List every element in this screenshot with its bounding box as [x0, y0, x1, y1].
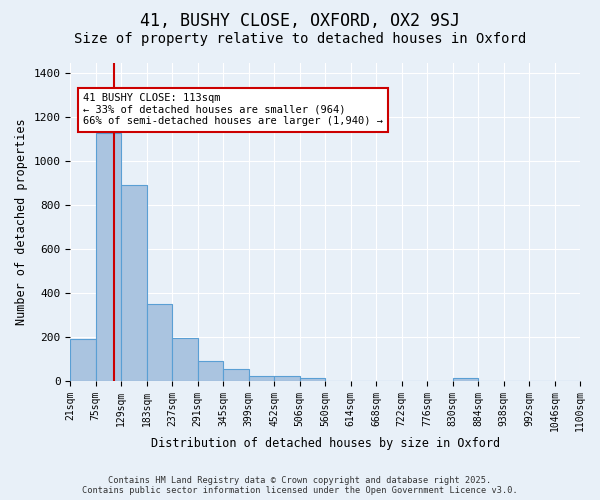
- Bar: [452, 378, 478, 380]
- Bar: [147, 304, 172, 380]
- Text: Contains HM Land Registry data © Crown copyright and database right 2025.
Contai: Contains HM Land Registry data © Crown c…: [82, 476, 518, 495]
- X-axis label: Distribution of detached houses by size in Oxford: Distribution of detached houses by size …: [151, 437, 500, 450]
- Bar: [70, 339, 96, 380]
- Bar: [223, 369, 248, 380]
- Bar: [248, 376, 274, 380]
- Bar: [198, 362, 223, 380]
- Text: Size of property relative to detached houses in Oxford: Size of property relative to detached ho…: [74, 32, 526, 46]
- Bar: [121, 186, 147, 380]
- Bar: [172, 338, 198, 380]
- Y-axis label: Number of detached properties: Number of detached properties: [15, 118, 28, 325]
- Bar: [274, 376, 299, 380]
- Text: 41, BUSHY CLOSE, OXFORD, OX2 9SJ: 41, BUSHY CLOSE, OXFORD, OX2 9SJ: [140, 12, 460, 30]
- Bar: [96, 132, 121, 380]
- Text: 41 BUSHY CLOSE: 113sqm
← 33% of detached houses are smaller (964)
66% of semi-de: 41 BUSHY CLOSE: 113sqm ← 33% of detached…: [83, 93, 383, 126]
- Bar: [299, 378, 325, 380]
